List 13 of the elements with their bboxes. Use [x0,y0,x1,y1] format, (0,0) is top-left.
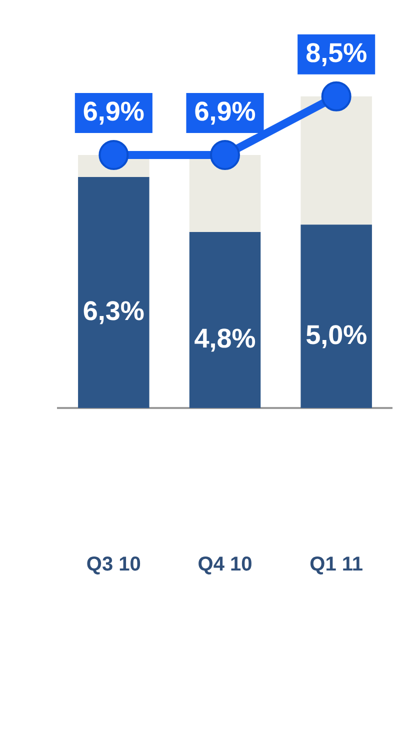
bar [300,96,372,225]
data-label: 4,8% [194,323,256,354]
data-label: 6,3% [82,296,144,326]
x-tick-label: Q1 11 [310,554,364,576]
data-label: 6,9% [82,96,144,126]
x-tick-label: Q4 10 [198,554,252,576]
data-label: 6,9% [194,96,256,126]
data-label: 8,5% [306,38,368,68]
bar [78,177,150,408]
bar [189,232,261,408]
data-label: 5,0% [306,320,368,350]
x-tick-label: Q3 10 [86,554,141,576]
bar [300,224,372,408]
